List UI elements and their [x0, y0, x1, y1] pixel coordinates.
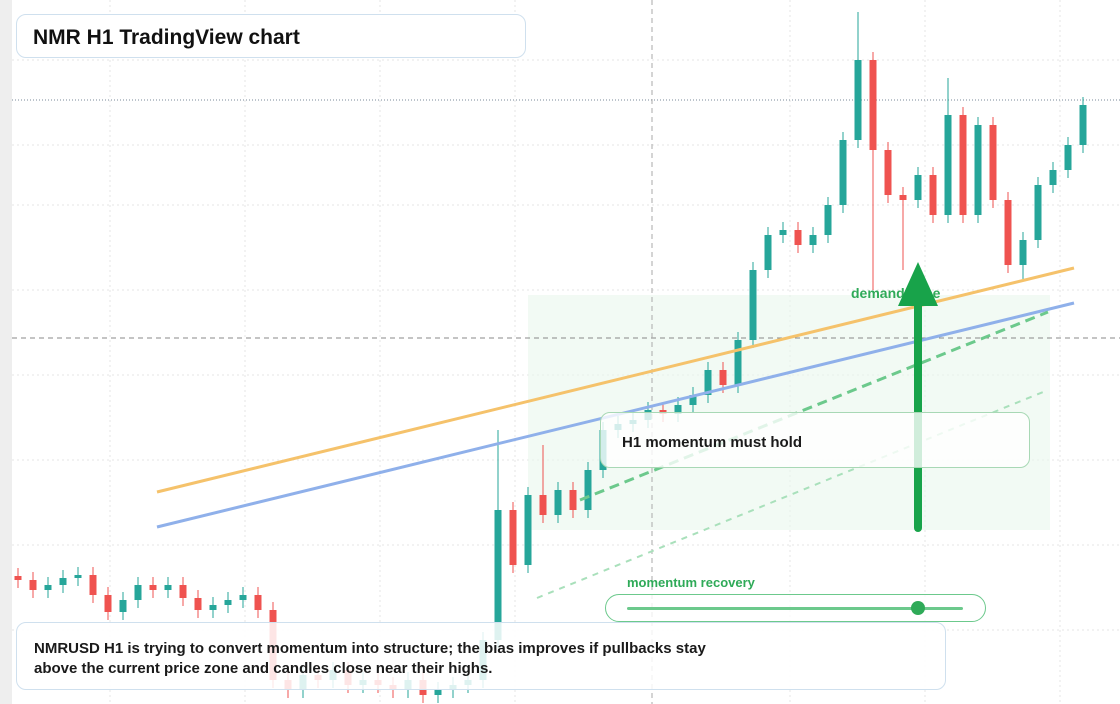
- candle-body: [959, 115, 967, 215]
- candle-body: [884, 150, 892, 195]
- momentum-label: H1 momentum must hold: [622, 434, 803, 451]
- title: NMR H1 TradingView chart: [33, 26, 300, 49]
- candle-body: [494, 510, 502, 640]
- candle-body: [794, 230, 802, 245]
- candle-body: [434, 690, 442, 695]
- candle-body: [134, 585, 142, 600]
- arrow-head: [898, 262, 938, 306]
- candle-body: [119, 600, 127, 612]
- candle-body: [149, 585, 157, 590]
- candle-body: [194, 598, 202, 610]
- candle-body: [1004, 200, 1012, 265]
- candle-body: [1034, 185, 1042, 240]
- candle-body: [674, 405, 682, 414]
- candle-body: [59, 578, 67, 585]
- candle-body: [29, 580, 37, 590]
- candle-body: [554, 490, 562, 515]
- candle-body: [569, 490, 577, 510]
- candle-body: [1079, 105, 1087, 145]
- note: NMRUSD H1 is trying to convert momentum …: [34, 640, 706, 677]
- candle-body: [104, 595, 112, 612]
- title-box: NMR H1 TradingView chart: [16, 14, 526, 58]
- candle-body: [899, 195, 907, 200]
- slider-track: [627, 607, 963, 610]
- candle-body: [749, 270, 757, 340]
- candle-body: [764, 235, 772, 270]
- candle-body: [239, 595, 247, 600]
- candle-body: [1064, 145, 1072, 170]
- candle-body: [1049, 170, 1057, 185]
- candle-body: [704, 370, 712, 395]
- candle-body: [809, 235, 817, 245]
- candle-body: [779, 230, 787, 235]
- candle-body: [929, 175, 937, 215]
- candle-body: [224, 600, 232, 605]
- candle-body: [989, 125, 997, 200]
- candle-body: [734, 340, 742, 385]
- recovery-slider: [605, 594, 986, 622]
- candle-body: [254, 595, 262, 610]
- candle-body: [539, 495, 547, 515]
- note-box: NMRUSD H1 is trying to convert momentum …: [16, 622, 946, 690]
- candle-body: [164, 585, 172, 590]
- slider-knob: [911, 601, 925, 615]
- candle-body: [689, 395, 697, 405]
- candle-body: [74, 575, 82, 578]
- momentum-box: H1 momentum must hold: [600, 412, 1030, 468]
- candle-body: [89, 575, 97, 595]
- candle-body: [584, 470, 592, 510]
- candle-body: [869, 60, 877, 150]
- left-strip: [0, 0, 12, 704]
- candle-body: [839, 140, 847, 205]
- candle-body: [974, 125, 982, 215]
- candle-body: [914, 175, 922, 200]
- dashed-trend: [579, 310, 1049, 502]
- candle-body: [209, 605, 217, 610]
- candle-body: [719, 370, 727, 385]
- candle-body: [179, 585, 187, 598]
- candle-body: [944, 115, 952, 215]
- recovery-label: momentum recovery: [627, 575, 755, 590]
- candle-body: [44, 585, 52, 590]
- candle-body: [854, 60, 862, 140]
- candle-body: [14, 576, 22, 580]
- candle-body: [524, 495, 532, 565]
- candle-body: [1019, 240, 1027, 265]
- candle-body: [509, 510, 517, 565]
- candle-body: [824, 205, 832, 235]
